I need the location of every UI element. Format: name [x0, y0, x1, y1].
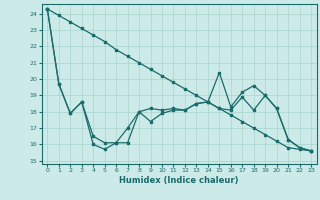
X-axis label: Humidex (Indice chaleur): Humidex (Indice chaleur)	[119, 176, 239, 185]
